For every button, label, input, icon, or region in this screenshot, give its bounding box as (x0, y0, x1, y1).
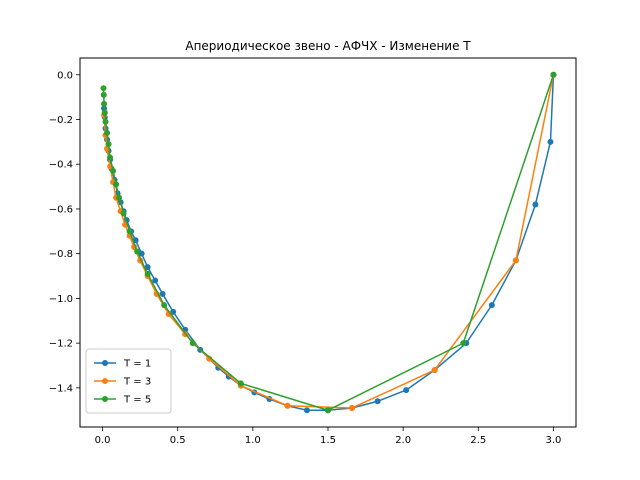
y-tick-label: −1.4 (49, 383, 73, 394)
x-tick-label: 1.0 (245, 435, 261, 446)
data-point (100, 85, 107, 92)
x-tick-label: 0.0 (95, 435, 111, 446)
data-point (349, 404, 356, 411)
data-point (325, 407, 331, 414)
data-point (110, 167, 117, 174)
data-point (144, 270, 151, 277)
x-tick-label: 0.5 (170, 435, 186, 446)
data-point (303, 407, 310, 414)
legend-marker (102, 378, 108, 384)
data-point (488, 302, 495, 309)
chart-title: Апериодическое звено - АФЧХ - Изменение … (185, 39, 471, 53)
data-point (152, 277, 159, 284)
data-point (532, 201, 539, 208)
y-tick-label: −1.2 (49, 339, 73, 350)
data-point (189, 340, 196, 347)
data-point (374, 398, 381, 405)
data-point (144, 264, 151, 271)
data-point (547, 138, 554, 145)
x-tick-label: 1.5 (320, 435, 336, 446)
legend-box (85, 348, 172, 414)
legend-label: T = 5 (123, 395, 151, 406)
x-tick-label: 3.0 (546, 435, 562, 446)
data-point (431, 366, 438, 373)
data-point (403, 387, 410, 394)
legend-marker (102, 396, 108, 402)
data-point (460, 340, 467, 347)
legend-marker (102, 360, 108, 366)
data-point (134, 248, 141, 255)
data-point (105, 141, 112, 148)
data-point (101, 109, 108, 116)
legend-label: T = 3 (123, 377, 151, 388)
data-point (284, 402, 291, 409)
data-point (102, 118, 109, 125)
data-point (100, 91, 107, 98)
data-point (116, 194, 123, 201)
data-point (126, 228, 133, 235)
data-point (104, 129, 111, 136)
legend-label: T = 1 (123, 359, 151, 370)
data-point (120, 210, 127, 217)
data-point (161, 302, 168, 309)
x-tick-label: 2.5 (470, 435, 486, 446)
data-point (138, 250, 145, 257)
series-line-2 (103, 74, 555, 409)
data-point (113, 181, 120, 188)
y-tick-label: −0.6 (49, 204, 73, 215)
data-point (512, 257, 519, 264)
x-tick-label: 2.0 (395, 435, 411, 446)
y-tick-label: −0.8 (49, 249, 73, 260)
legend: T = 1 T = 3 T = 5 (85, 348, 172, 414)
y-tick-label: −1.0 (49, 294, 73, 305)
data-point (237, 380, 244, 387)
data-point (107, 154, 114, 161)
y-tick-label: −0.2 (49, 115, 73, 126)
data-point (550, 71, 557, 78)
y-tick-label: 0.0 (57, 70, 73, 81)
data-point (101, 100, 108, 107)
data-point (170, 308, 177, 315)
y-tick-label: −0.4 (49, 160, 73, 171)
data-point (159, 290, 166, 297)
